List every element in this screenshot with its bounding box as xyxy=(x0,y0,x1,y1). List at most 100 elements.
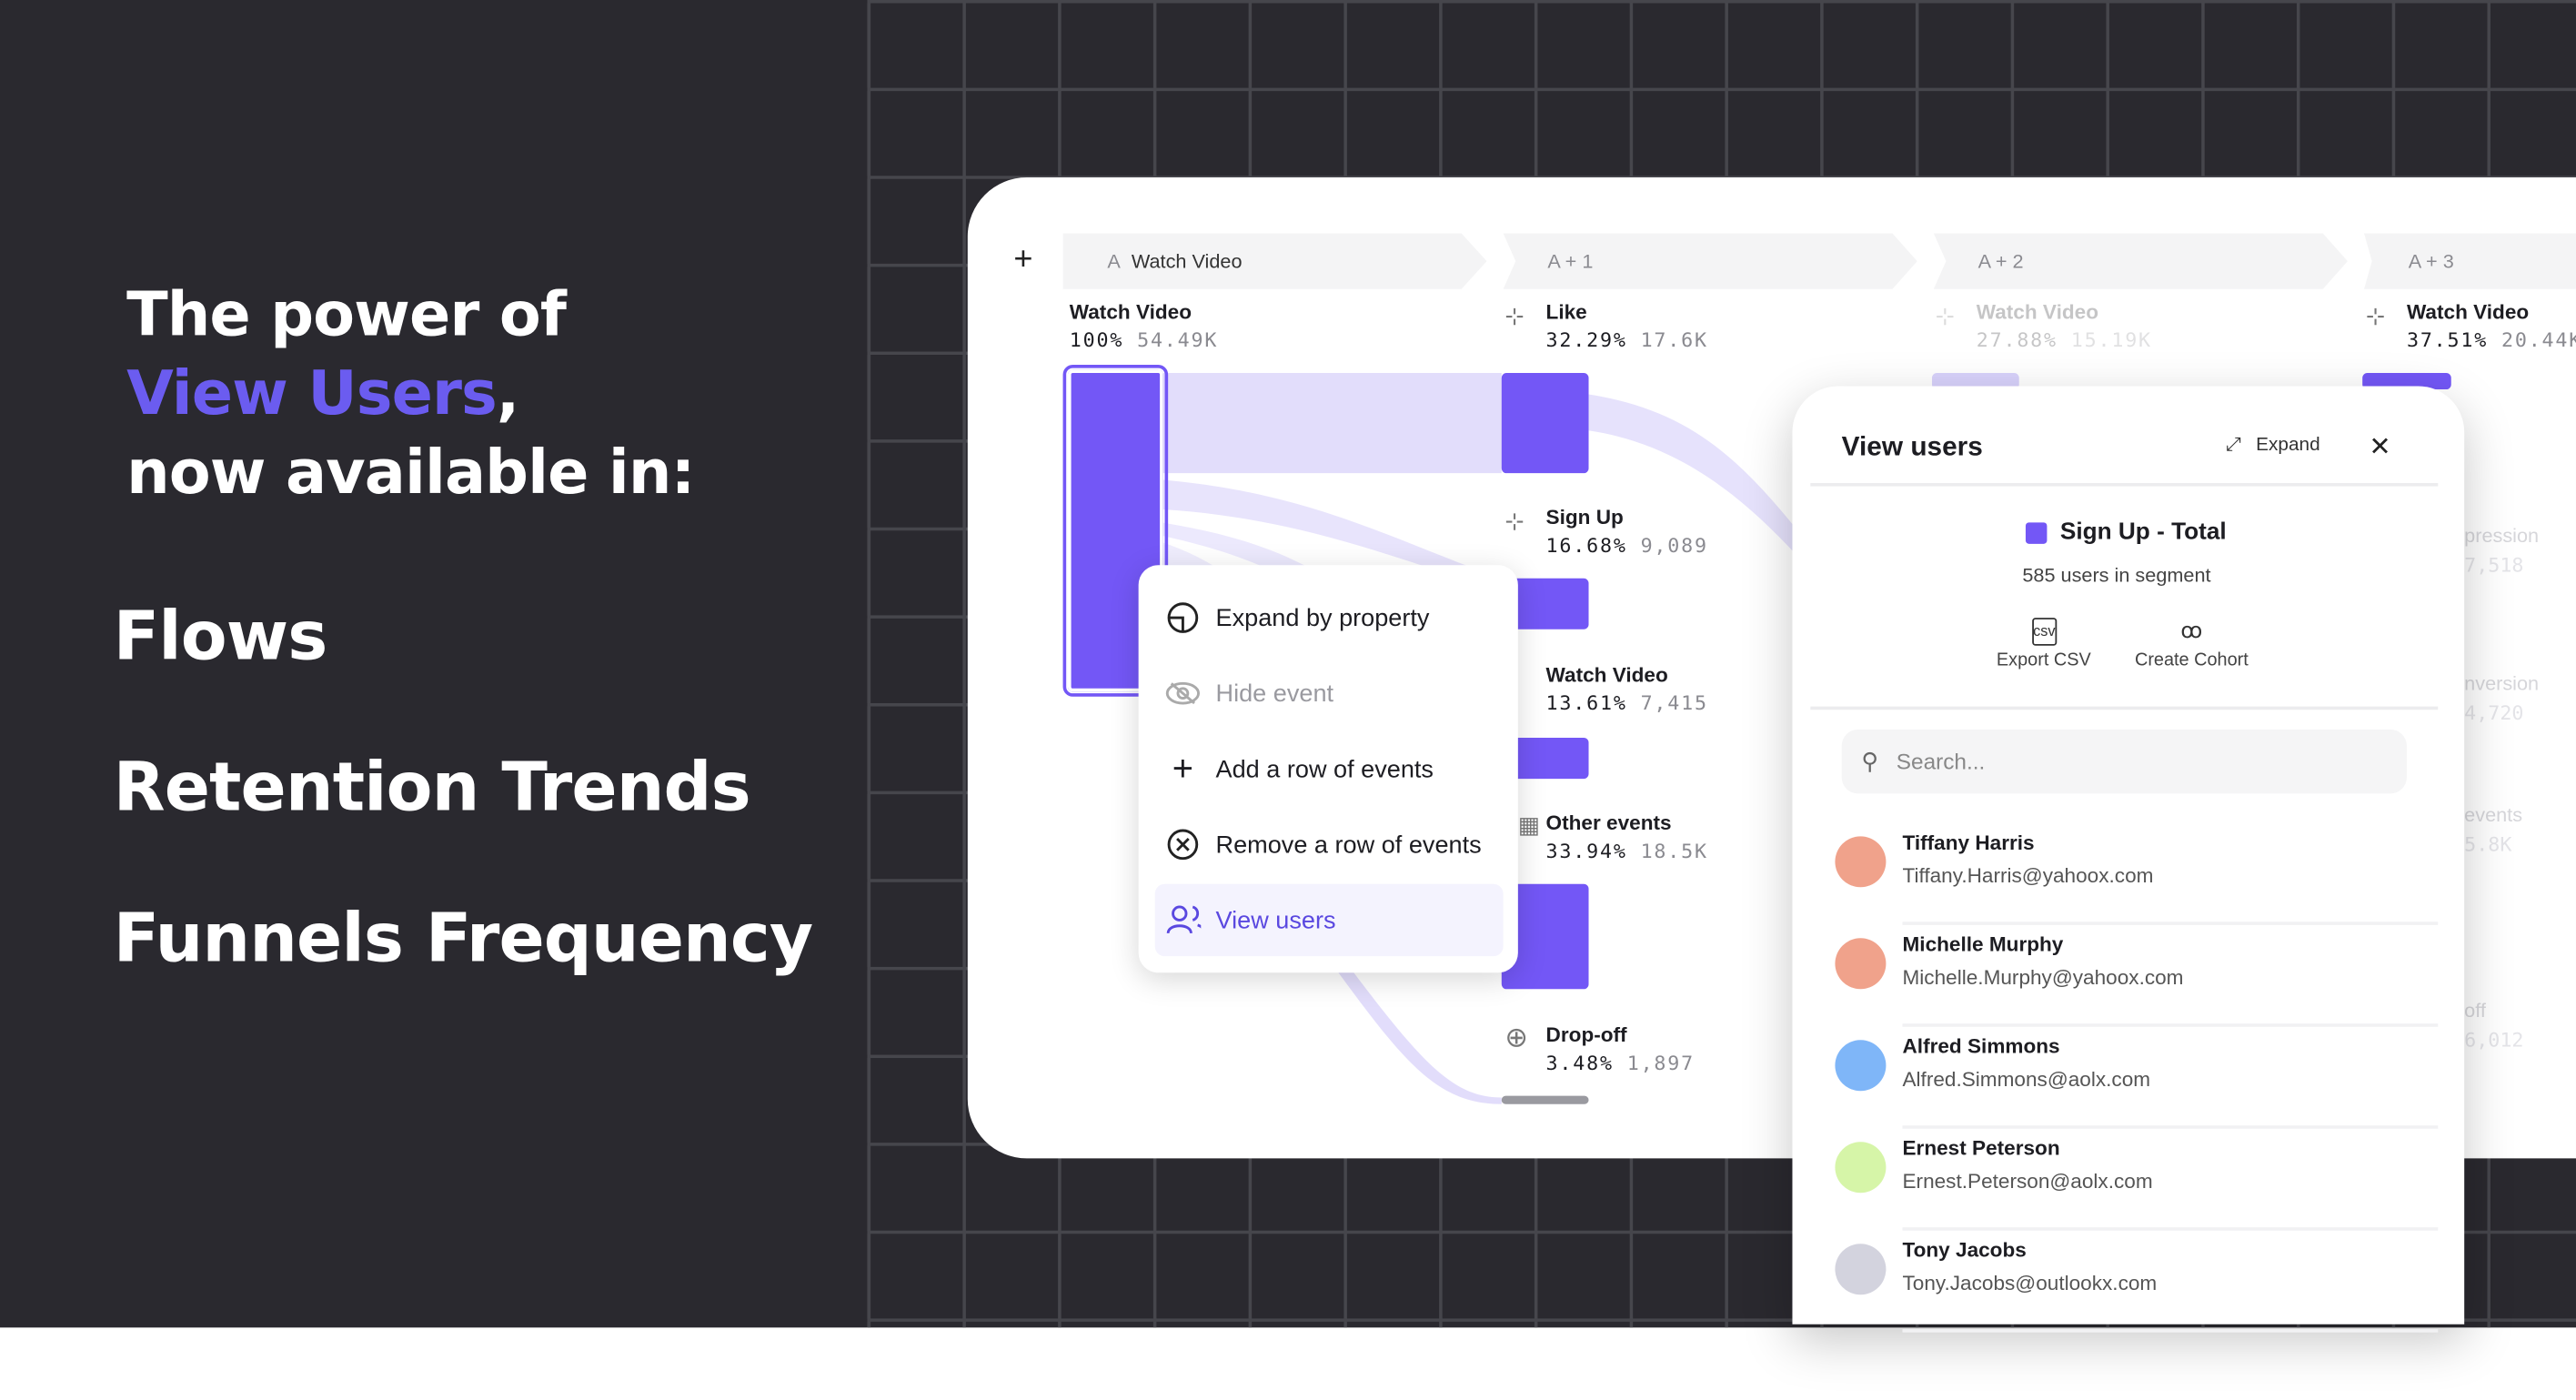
event-count: 20.44K xyxy=(2501,328,2576,352)
event-count: 5.8K xyxy=(2464,832,2512,856)
divider xyxy=(1902,1023,2439,1027)
menu-item-remove-row[interactable]: Remove a row of events xyxy=(1155,809,1504,881)
expand-label: Expand xyxy=(2256,435,2320,456)
x-circle-icon xyxy=(1165,826,1202,862)
expand-button[interactable]: ⤢ Expand xyxy=(2226,436,2319,457)
node-watch-video-a3[interactable] xyxy=(2362,372,2451,390)
user-row[interactable]: Alfred Simmons Alfred.Simmons@aolx.com xyxy=(1835,1027,2439,1129)
node-label-other-events: Other events 33.94% 18.5K xyxy=(1546,811,1708,862)
column-3-header[interactable]: Watch Video 37.51% 20.44K xyxy=(2407,301,2576,352)
click-icon: ⊹ xyxy=(2365,302,2386,329)
promo-highlight: View Users xyxy=(126,358,498,429)
user-email: Alfred.Simmons@aolx.com xyxy=(1902,1067,2151,1092)
user-name: Ernest Peterson xyxy=(1902,1136,2060,1161)
menu-item-label: View users xyxy=(1215,906,1336,934)
user-email: Tiffany.Harris@yahoox.com xyxy=(1902,864,2154,888)
ghost-label: pression 7,518 xyxy=(2464,524,2539,577)
menu-item-label: Add a row of events xyxy=(1215,754,1434,783)
event-name: off xyxy=(2464,999,2486,1022)
menu-item-label: Expand by property xyxy=(1215,603,1430,632)
event-name: Watch Video xyxy=(1545,663,1668,687)
search-icon: ⚲ xyxy=(1861,747,1878,774)
csv-file-icon: csv xyxy=(2031,618,2057,646)
user-row[interactable]: Tiffany Harris Tiffany.Harris@yahoox.com xyxy=(1835,823,2439,925)
column-1-header[interactable]: Like 32.29% 17.6K xyxy=(1546,301,1708,352)
node-drop-off[interactable] xyxy=(1501,1095,1589,1104)
event-pct: 37.51% xyxy=(2406,328,2489,352)
menu-item-label: Hide event xyxy=(1215,679,1334,708)
step-label: Watch Video xyxy=(1131,249,1243,273)
avatar xyxy=(1835,1142,1887,1194)
column-2-header[interactable]: Watch Video 27.88% 15.19K xyxy=(1977,301,2152,352)
event-pct: 32.29% xyxy=(1545,328,1627,352)
user-row[interactable]: Tony Jacobs Tony.Jacobs@outlookx.com xyxy=(1835,1231,2439,1333)
node-like[interactable] xyxy=(1501,372,1589,474)
user-email: Tony.Jacobs@outlookx.com xyxy=(1902,1271,2158,1295)
grid-icon: ▦ xyxy=(1517,811,1540,839)
user-name: Tony Jacobs xyxy=(1902,1238,2027,1263)
node-label-watch-video: Watch Video 13.61% 7,415 xyxy=(1546,664,1708,715)
event-name: nversion xyxy=(2464,671,2540,695)
arrow-down-circle-icon: ⊕ xyxy=(1504,1022,1529,1053)
event-count: 54.49K xyxy=(1137,328,1219,352)
step-a[interactable]: A Watch Video xyxy=(1062,233,1487,289)
click-icon: ⊹ xyxy=(1504,508,1524,534)
add-step-icon[interactable]: + xyxy=(1013,241,1033,278)
event-count: 7,415 xyxy=(1640,691,1708,715)
flow-link xyxy=(1161,372,1502,474)
context-menu: Expand by property Hide event + Add a row… xyxy=(1138,565,1518,973)
event-pct: 33.94% xyxy=(1545,839,1627,863)
step-a-plus-3[interactable]: A + 3 xyxy=(2364,233,2576,289)
users-icon xyxy=(1165,902,1202,939)
event-count: 9,089 xyxy=(1640,533,1708,558)
plus-icon: + xyxy=(1172,747,1194,789)
node-faded[interactable] xyxy=(1931,372,2019,390)
promo-line-1: The power of xyxy=(126,279,567,350)
event-pct: 3.48% xyxy=(1545,1051,1614,1075)
panel-title: View users xyxy=(1841,432,1983,462)
export-csv-button[interactable]: csv Export CSV xyxy=(1987,618,2101,670)
divider xyxy=(1810,706,2439,710)
segment-count: 585 users in segment xyxy=(2022,563,2211,587)
search-placeholder: Search... xyxy=(1896,749,1986,774)
divider xyxy=(1902,922,2439,925)
avatar xyxy=(1835,1244,1887,1295)
search-input[interactable]: ⚲ Search... xyxy=(1841,729,2407,794)
node-label-sign-up: Sign Up 16.68% 9,089 xyxy=(1546,506,1708,557)
menu-item-label: Remove a row of events xyxy=(1215,830,1482,859)
event-pct: 100% xyxy=(1069,328,1124,352)
node-label-drop-off: Drop-off 3.48% 1,897 xyxy=(1546,1023,1695,1074)
event-count: 6,012 xyxy=(2464,1028,2524,1052)
event-name: Sign Up xyxy=(1545,506,1624,529)
ghost-label: events 5.8K xyxy=(2464,803,2522,856)
divider xyxy=(1902,1329,2439,1333)
promo-line-2: View Users, xyxy=(126,358,519,429)
create-cohort-button[interactable]: ꝏ Create Cohort xyxy=(2121,618,2262,670)
view-users-panel: View users ⤢ Expand ✕ Sign Up - Total 585… xyxy=(1792,386,2465,1333)
user-name: Alfred Simmons xyxy=(1902,1034,2060,1059)
flow-link xyxy=(1588,394,1807,568)
divider xyxy=(1902,1227,2439,1231)
step-a-plus-1[interactable]: A + 1 xyxy=(1503,233,1917,289)
promo-line-3: now available in: xyxy=(126,437,695,509)
export-csv-label: Export CSV xyxy=(1996,650,2091,670)
event-name: pression xyxy=(2464,524,2540,548)
segment-title: Sign Up - Total xyxy=(2059,519,2227,546)
expand-property-icon xyxy=(1165,599,1202,636)
expand-icon: ⤢ xyxy=(2226,435,2241,456)
avatar xyxy=(1835,836,1887,888)
avatar xyxy=(1835,938,1887,990)
event-count: 7,518 xyxy=(2464,553,2524,577)
close-icon[interactable]: ✕ xyxy=(2369,433,2391,462)
event-count: 17.6K xyxy=(1640,328,1708,352)
menu-item-expand-by-property[interactable]: Expand by property xyxy=(1155,581,1504,653)
step-a-plus-2[interactable]: A + 2 xyxy=(1933,233,2348,289)
menu-item-hide-event[interactable]: Hide event xyxy=(1155,657,1504,729)
ghost-label: off 6,012 xyxy=(2464,999,2523,1052)
menu-item-view-users[interactable]: View users xyxy=(1154,883,1504,957)
divider xyxy=(1902,1125,2439,1129)
avatar xyxy=(1835,1040,1887,1092)
menu-item-add-row[interactable]: + Add a row of events xyxy=(1155,733,1504,805)
user-row[interactable]: Ernest Peterson Ernest.Peterson@aolx.com xyxy=(1835,1129,2439,1231)
user-row[interactable]: Michelle Murphy Michelle.Murphy@yahoox.c… xyxy=(1835,925,2439,1027)
